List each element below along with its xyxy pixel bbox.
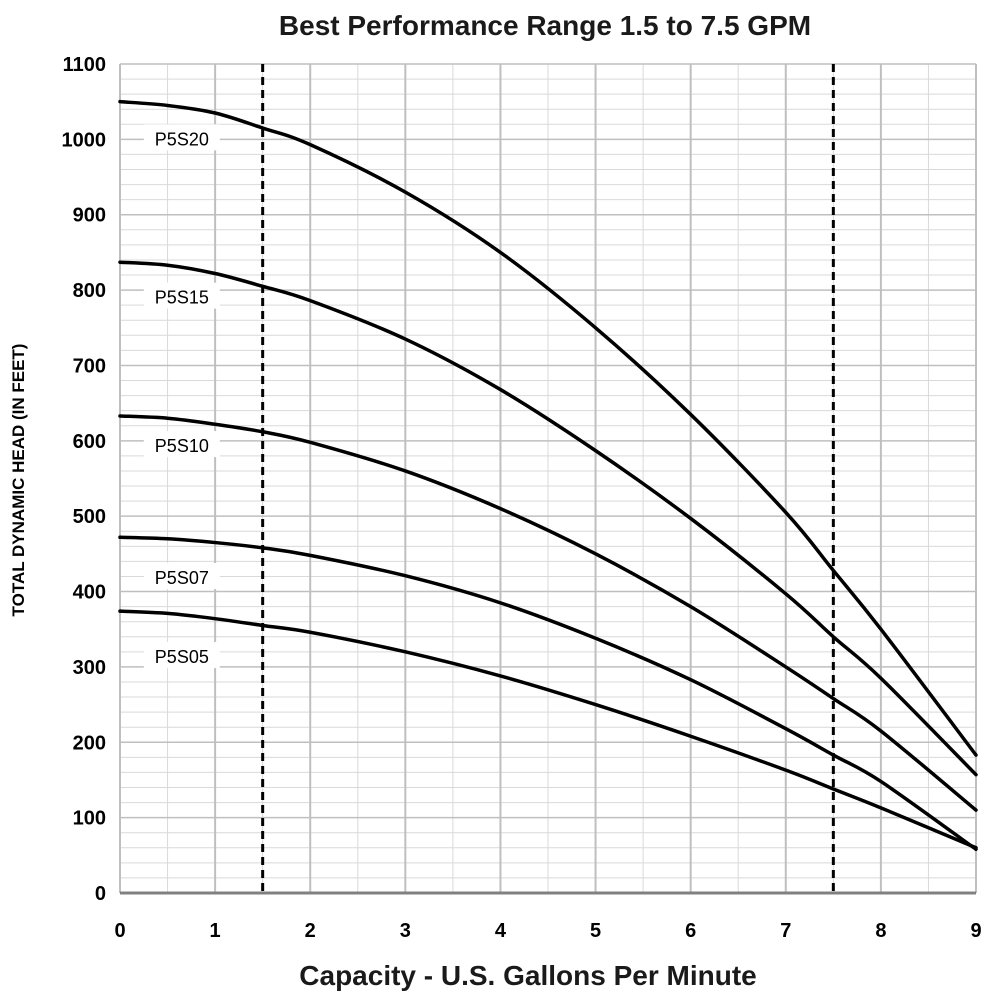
series-label-bg [143, 124, 220, 151]
series-label-bg [143, 282, 220, 309]
series-label-p5s20: P5S20 [155, 129, 209, 149]
x-tick-label: 7 [780, 920, 791, 942]
x-tick-label: 5 [590, 920, 601, 942]
grid [119, 63, 977, 895]
series-line-p5s15 [118, 260, 978, 777]
y-tick-label: 200 [73, 732, 106, 754]
x-axis-label: Capacity - U.S. Gallons Per Minute [299, 960, 756, 991]
x-tick-label: 2 [305, 920, 316, 942]
series-label-p5s15: P5S15 [155, 288, 209, 308]
series-label-bg [143, 642, 220, 669]
x-tick-label: 6 [685, 920, 696, 942]
x-tick-label: 8 [875, 920, 886, 942]
chart-title: Best Performance Range 1.5 to 7.5 GPM [279, 10, 811, 41]
series-label-bg [143, 431, 220, 458]
y-tick-label: 1100 [63, 54, 106, 76]
series-label-p5s10: P5S10 [155, 436, 209, 456]
y-tick-label: 300 [73, 657, 106, 679]
x-tick-label: 1 [210, 920, 221, 942]
series-label-p5s05: P5S05 [155, 647, 209, 667]
y-tick-label: 800 [73, 280, 106, 302]
series-line-p5s20 [118, 99, 978, 757]
series-line-p5s10 [118, 414, 978, 812]
series-label-bg [143, 562, 220, 589]
series-label-p5s07: P5S07 [155, 568, 209, 588]
series-labels: P5S20 P5S15 P5S10 P5S07 P5S05 [143, 124, 220, 669]
x-tick-label: 3 [400, 920, 411, 942]
tick-labels: 0 100 200 300 400 500 600 700 800 900 1000 1100 0 1 2 3… [62, 54, 982, 942]
y-tick-label: 700 [73, 355, 106, 377]
y-tick-label: 1000 [62, 129, 107, 151]
y-tick-label: 900 [73, 205, 106, 227]
y-tick-label: 400 [73, 582, 106, 604]
x-tick-label: 0 [114, 920, 125, 942]
y-tick-label: 100 [73, 808, 106, 830]
y-axis-label: TOTAL DYNAMIC HEAD (IN FEET) [9, 344, 28, 617]
y-tick-label: 600 [73, 431, 106, 453]
y-tick-label: 0 [95, 883, 106, 905]
y-tick-label: 500 [73, 506, 106, 528]
series-lines [118, 99, 978, 852]
series-line-p5s07 [118, 535, 978, 852]
x-tick-label: 4 [495, 920, 507, 942]
x-tick-label: 9 [970, 920, 981, 942]
series-line-p5s05 [118, 609, 978, 850]
